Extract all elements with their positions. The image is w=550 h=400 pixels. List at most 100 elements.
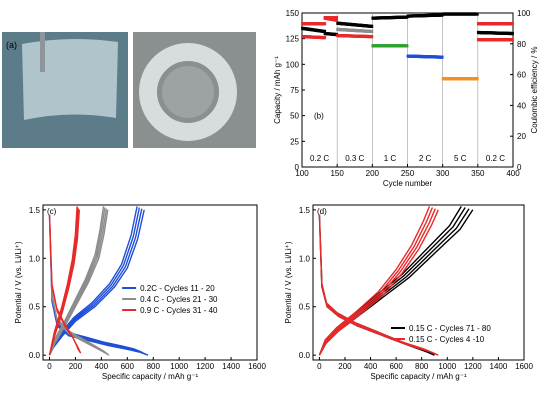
y-tick-label: 0.0 — [299, 351, 311, 360]
series-curve — [48, 214, 149, 356]
x-tick-label: 800 — [147, 362, 161, 371]
y-tick-label: 1.0 — [299, 254, 311, 263]
y-axis-label: Capacity / mAh g⁻¹ — [273, 56, 282, 124]
data-point — [475, 12, 479, 16]
y-tick-label: 0 — [295, 163, 300, 172]
legend-entry: 0.4 C - Cycles 21 - 30 — [140, 295, 218, 304]
region-label: 0.3 C — [345, 154, 364, 163]
region-label: 1 C — [384, 154, 397, 163]
region-label: 2 C — [419, 154, 432, 163]
x-tick-label: 1600 — [248, 362, 266, 371]
x-tick-label: 1600 — [515, 362, 533, 371]
x-tick-label: 200 — [338, 362, 352, 371]
y-tick-label: 25 — [290, 137, 299, 146]
x-tick-label: 400 — [506, 169, 520, 178]
chart-panel-d: 0 200 400 600 800 1000 1200 1400 1600 0.0 0.5 1.0 1.… — [284, 204, 533, 381]
series-curve — [318, 206, 439, 356]
y-tick-label: 50 — [290, 112, 299, 121]
x-tick-label: 1000 — [438, 362, 456, 371]
data-point — [322, 36, 327, 40]
legend-entry: 0.15 C - Cycles 71 - 80 — [409, 324, 491, 333]
x-tick-label: 250 — [401, 169, 415, 178]
photo-rolled-film-roll — [139, 43, 237, 141]
x-tick-label: 600 — [389, 362, 403, 371]
y-axis-label: Potential / V (vs. Li/Li⁺) — [14, 241, 23, 323]
y2-tick-label: 100 — [517, 9, 531, 18]
x-tick-label: 100 — [295, 169, 309, 178]
data-point — [475, 77, 479, 81]
y-tick-label: 1.5 — [29, 206, 41, 215]
x-tick-label: 800 — [415, 362, 429, 371]
data-point — [370, 24, 374, 28]
y2-axis-label: Coulombic efficiency / % — [530, 47, 539, 134]
y-tick-label: 0.5 — [29, 303, 41, 312]
y-tick-label: 1.0 — [29, 254, 41, 263]
x-tick-label: 600 — [121, 362, 135, 371]
photo-flat-film-sheet — [22, 38, 118, 120]
x-tick-label: 1200 — [464, 362, 482, 371]
photo-rolled-film-core — [162, 66, 214, 118]
y2-tick-label: 60 — [517, 71, 526, 80]
series-curve — [48, 206, 109, 356]
panel-label-b: (b) — [314, 112, 324, 121]
region-label: 0.2 C — [486, 154, 505, 163]
data-point — [510, 22, 514, 26]
plot-frame — [42, 204, 258, 361]
region-label: 0.2 C — [310, 154, 329, 163]
series-curve — [48, 214, 110, 356]
panel-label: (c) — [47, 207, 57, 216]
data-point — [370, 29, 374, 34]
y-tick-label: 150 — [286, 9, 300, 18]
series-curve — [48, 214, 82, 354]
x-tick-label: 1200 — [196, 362, 214, 371]
y-tick-label: 0.5 — [299, 303, 311, 312]
x-tick-label: 1400 — [490, 362, 508, 371]
y2-tick-label: 80 — [517, 40, 526, 49]
data-point — [510, 38, 514, 42]
y-axis-label: Potential / V (vs. Li/Li⁺) — [284, 241, 293, 323]
data-point — [334, 18, 339, 22]
x-tick-label: 0 — [317, 362, 322, 371]
x-tick-label: 200 — [366, 169, 380, 178]
series-curve — [318, 214, 439, 356]
y-tick-label: 125 — [286, 35, 300, 44]
y-tick-label: 0.0 — [29, 351, 41, 360]
y-tick-label: 100 — [286, 60, 300, 69]
panel-label: (d) — [317, 207, 327, 216]
series-curve — [48, 206, 80, 356]
region-label: 5 C — [454, 154, 467, 163]
legend-entry: 0.2C - Cycles 11 - 20 — [140, 284, 215, 293]
legend-entry: 0.9 C - Cycles 31 - 40 — [140, 306, 218, 315]
data-point — [440, 55, 444, 59]
chart-panel-c: 0 200 400 600 800 1000 1200 1400 1600 0.0 0.5 1.0 1.… — [14, 204, 266, 381]
x-axis-label: Cycle number — [383, 179, 433, 188]
data-point — [370, 35, 374, 39]
y-tick-label: 75 — [290, 86, 299, 95]
data-point — [510, 31, 514, 36]
x-tick-label: 0 — [47, 362, 52, 371]
panel-label-a: (a) — [6, 40, 17, 50]
x-tick-label: 1400 — [222, 362, 240, 371]
legend-entry: 0.15 C - Cycles 4 -10 — [409, 335, 485, 344]
photo-tweezers — [40, 32, 45, 72]
data-point — [405, 44, 409, 48]
y-tick-label: 1.5 — [299, 206, 311, 215]
data-point — [322, 29, 327, 34]
x-axis-label: Specific capacity / mAh g⁻¹ — [102, 372, 199, 381]
y2-tick-label: 0 — [517, 163, 522, 172]
x-tick-label: 400 — [364, 362, 378, 371]
series-curve — [48, 206, 145, 356]
x-tick-label: 150 — [330, 169, 344, 178]
data-point — [322, 22, 327, 26]
x-tick-label: 1000 — [170, 362, 188, 371]
x-tick-label: 300 — [436, 169, 450, 178]
x-tick-label: 200 — [69, 362, 83, 371]
data-point — [334, 16, 339, 20]
x-tick-label: 400 — [95, 362, 109, 371]
y2-tick-label: 20 — [517, 132, 526, 141]
x-tick-label: 350 — [471, 169, 485, 178]
photo-panel: (a) — [2, 32, 256, 148]
y2-tick-label: 40 — [517, 101, 526, 110]
